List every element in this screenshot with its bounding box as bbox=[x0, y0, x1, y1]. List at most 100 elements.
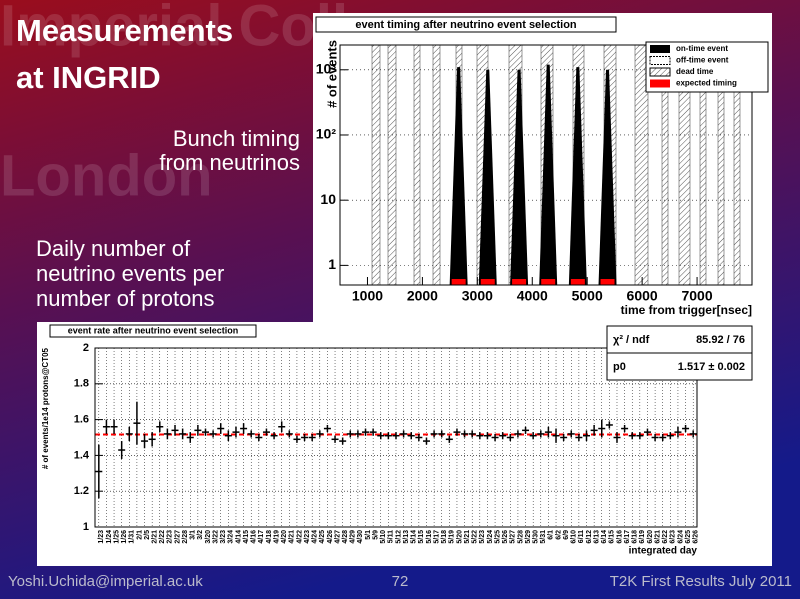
x-tick-label: 5/12 bbox=[395, 530, 402, 544]
expected-timing bbox=[512, 279, 527, 285]
bar bbox=[568, 67, 587, 285]
x-tick-label: 4/25 bbox=[319, 530, 326, 544]
x-tick-label: 4/23 bbox=[304, 530, 311, 544]
x-tick-label: 2/27 bbox=[174, 530, 181, 544]
x-tick-label: 6/19 bbox=[639, 530, 646, 544]
x-tick-label: 4/29 bbox=[350, 530, 357, 544]
x-tick-label: 2/28 bbox=[182, 530, 189, 544]
y-axis-label: # of events bbox=[324, 40, 339, 108]
x-tick-label: 5/25 bbox=[494, 530, 501, 544]
legend-swatch bbox=[649, 56, 671, 65]
bar bbox=[449, 67, 468, 285]
y-tick-label: 1.8 bbox=[74, 378, 89, 390]
x-tick-label: 5/29 bbox=[525, 530, 532, 544]
x-tick-label: 5/30 bbox=[533, 530, 540, 544]
x-tick-label: 6/16 bbox=[616, 530, 623, 544]
x-tick-label: 6/10 bbox=[571, 530, 578, 544]
y-axis-label: # of events/1e14 protons@CT05 bbox=[41, 347, 50, 469]
x-tick-label: 2/22 bbox=[159, 530, 166, 544]
x-tick-label: 3/24 bbox=[228, 530, 235, 544]
legend-swatch bbox=[650, 45, 670, 53]
caption: Bunch timing bbox=[173, 126, 300, 151]
x-tick-label: 5/28 bbox=[517, 530, 524, 544]
x-tick-label: 1/23 bbox=[98, 530, 105, 544]
x-axis-label: integrated day bbox=[629, 546, 698, 557]
dead-time-band bbox=[432, 44, 441, 286]
x-tick-label: 1/26 bbox=[121, 530, 128, 544]
x-tick-label: 6/1 bbox=[548, 530, 555, 540]
x-tick-label: 6/13 bbox=[593, 530, 600, 544]
expected-timing bbox=[600, 279, 615, 285]
x-tick-label: 3000 bbox=[462, 288, 493, 304]
x-tick-label: 5/21 bbox=[464, 530, 471, 544]
x-tick-label: 6/23 bbox=[670, 530, 677, 544]
x-tick-label: 4/20 bbox=[281, 530, 288, 544]
x-tick-label: 3/22 bbox=[212, 530, 219, 544]
x-tick-label: 6/17 bbox=[624, 530, 631, 544]
legend-swatch bbox=[650, 79, 670, 88]
y-tick-label: 1.2 bbox=[74, 485, 89, 497]
x-tick-label: 6/12 bbox=[586, 530, 593, 544]
y-tick-label: 10 bbox=[320, 191, 336, 207]
x-tick-label: 6/2 bbox=[555, 530, 562, 540]
x-tick-label: 6/11 bbox=[578, 530, 585, 543]
chart-title-box bbox=[315, 16, 617, 33]
x-tick-label: 7000 bbox=[681, 288, 712, 304]
x-tick-label: 5/24 bbox=[487, 530, 494, 544]
x-tick-label: 4/24 bbox=[312, 530, 319, 544]
x-tick-label: 6/9 bbox=[563, 530, 570, 540]
x-tick-label: 3/2 bbox=[197, 530, 204, 540]
expected-timing bbox=[570, 279, 585, 285]
x-tick-label: 1/25 bbox=[113, 530, 120, 544]
x-tick-label: 5/15 bbox=[418, 530, 425, 544]
expected-timing bbox=[541, 279, 556, 285]
x-tick-label: 1/31 bbox=[129, 530, 136, 544]
x-tick-label: 6/21 bbox=[654, 530, 661, 544]
x-tick-label: 5/23 bbox=[479, 530, 486, 544]
dead-time-band bbox=[387, 44, 397, 286]
x-tick-label: 2/5 bbox=[144, 530, 151, 540]
chart-title: event rate after neutrino event selectio… bbox=[68, 325, 239, 335]
stats-key: p0 bbox=[613, 361, 626, 373]
x-tick-label: 4/16 bbox=[251, 530, 258, 544]
footer: Yoshi.Uchida@imperial.ac.uk bbox=[8, 573, 203, 590]
x-tick-label: 5/14 bbox=[411, 530, 418, 544]
x-tick-label: 1000 bbox=[352, 288, 383, 304]
x-tick-label: 3/23 bbox=[220, 530, 227, 544]
x-tick-label: 5/19 bbox=[449, 530, 456, 544]
x-tick-label: 5/13 bbox=[403, 530, 410, 544]
chart-title-box bbox=[49, 324, 257, 338]
x-tick-label: 6/24 bbox=[677, 530, 684, 544]
x-tick-label: 4/14 bbox=[235, 530, 242, 544]
x-tick-label: 4000 bbox=[517, 288, 548, 304]
legend-label: off-time event bbox=[676, 56, 729, 65]
chart-title: event timing after neutrino event select… bbox=[355, 19, 577, 31]
x-tick-label: 6/22 bbox=[662, 530, 669, 544]
x-tick-label: 6/18 bbox=[632, 530, 639, 544]
plot-frame bbox=[339, 44, 753, 286]
slide-title: at INGRID bbox=[16, 60, 161, 95]
x-tick-label: 5/16 bbox=[426, 530, 433, 544]
legend-label: expected timing bbox=[676, 79, 737, 88]
x-tick-label: 3/1 bbox=[190, 530, 197, 540]
x-tick-label: 4/27 bbox=[334, 530, 341, 544]
bar bbox=[510, 69, 529, 285]
x-tick-label: 5/27 bbox=[510, 530, 517, 544]
plot-frame bbox=[94, 347, 698, 528]
y-tick-label: 1 bbox=[83, 521, 89, 533]
x-tick-label: 2000 bbox=[407, 288, 438, 304]
stats-value: 1.517 ± 0.002 bbox=[678, 361, 745, 373]
y-tick-label: 1.4 bbox=[74, 449, 90, 461]
caption: neutrino events per bbox=[36, 261, 224, 286]
x-tick-label: 6/26 bbox=[693, 530, 700, 544]
x-tick-label: 5/20 bbox=[456, 530, 463, 544]
x-tick-label: 4/15 bbox=[243, 530, 250, 544]
footer: T2K First Results July 2011 bbox=[610, 573, 792, 590]
x-tick-label: 4/30 bbox=[357, 530, 364, 544]
x-tick-label: 5/18 bbox=[441, 530, 448, 544]
x-tick-label: 4/22 bbox=[296, 530, 303, 544]
caption: Daily number of bbox=[36, 236, 191, 261]
y-tick-label: 2 bbox=[83, 342, 89, 354]
x-tick-label: 6000 bbox=[627, 288, 658, 304]
